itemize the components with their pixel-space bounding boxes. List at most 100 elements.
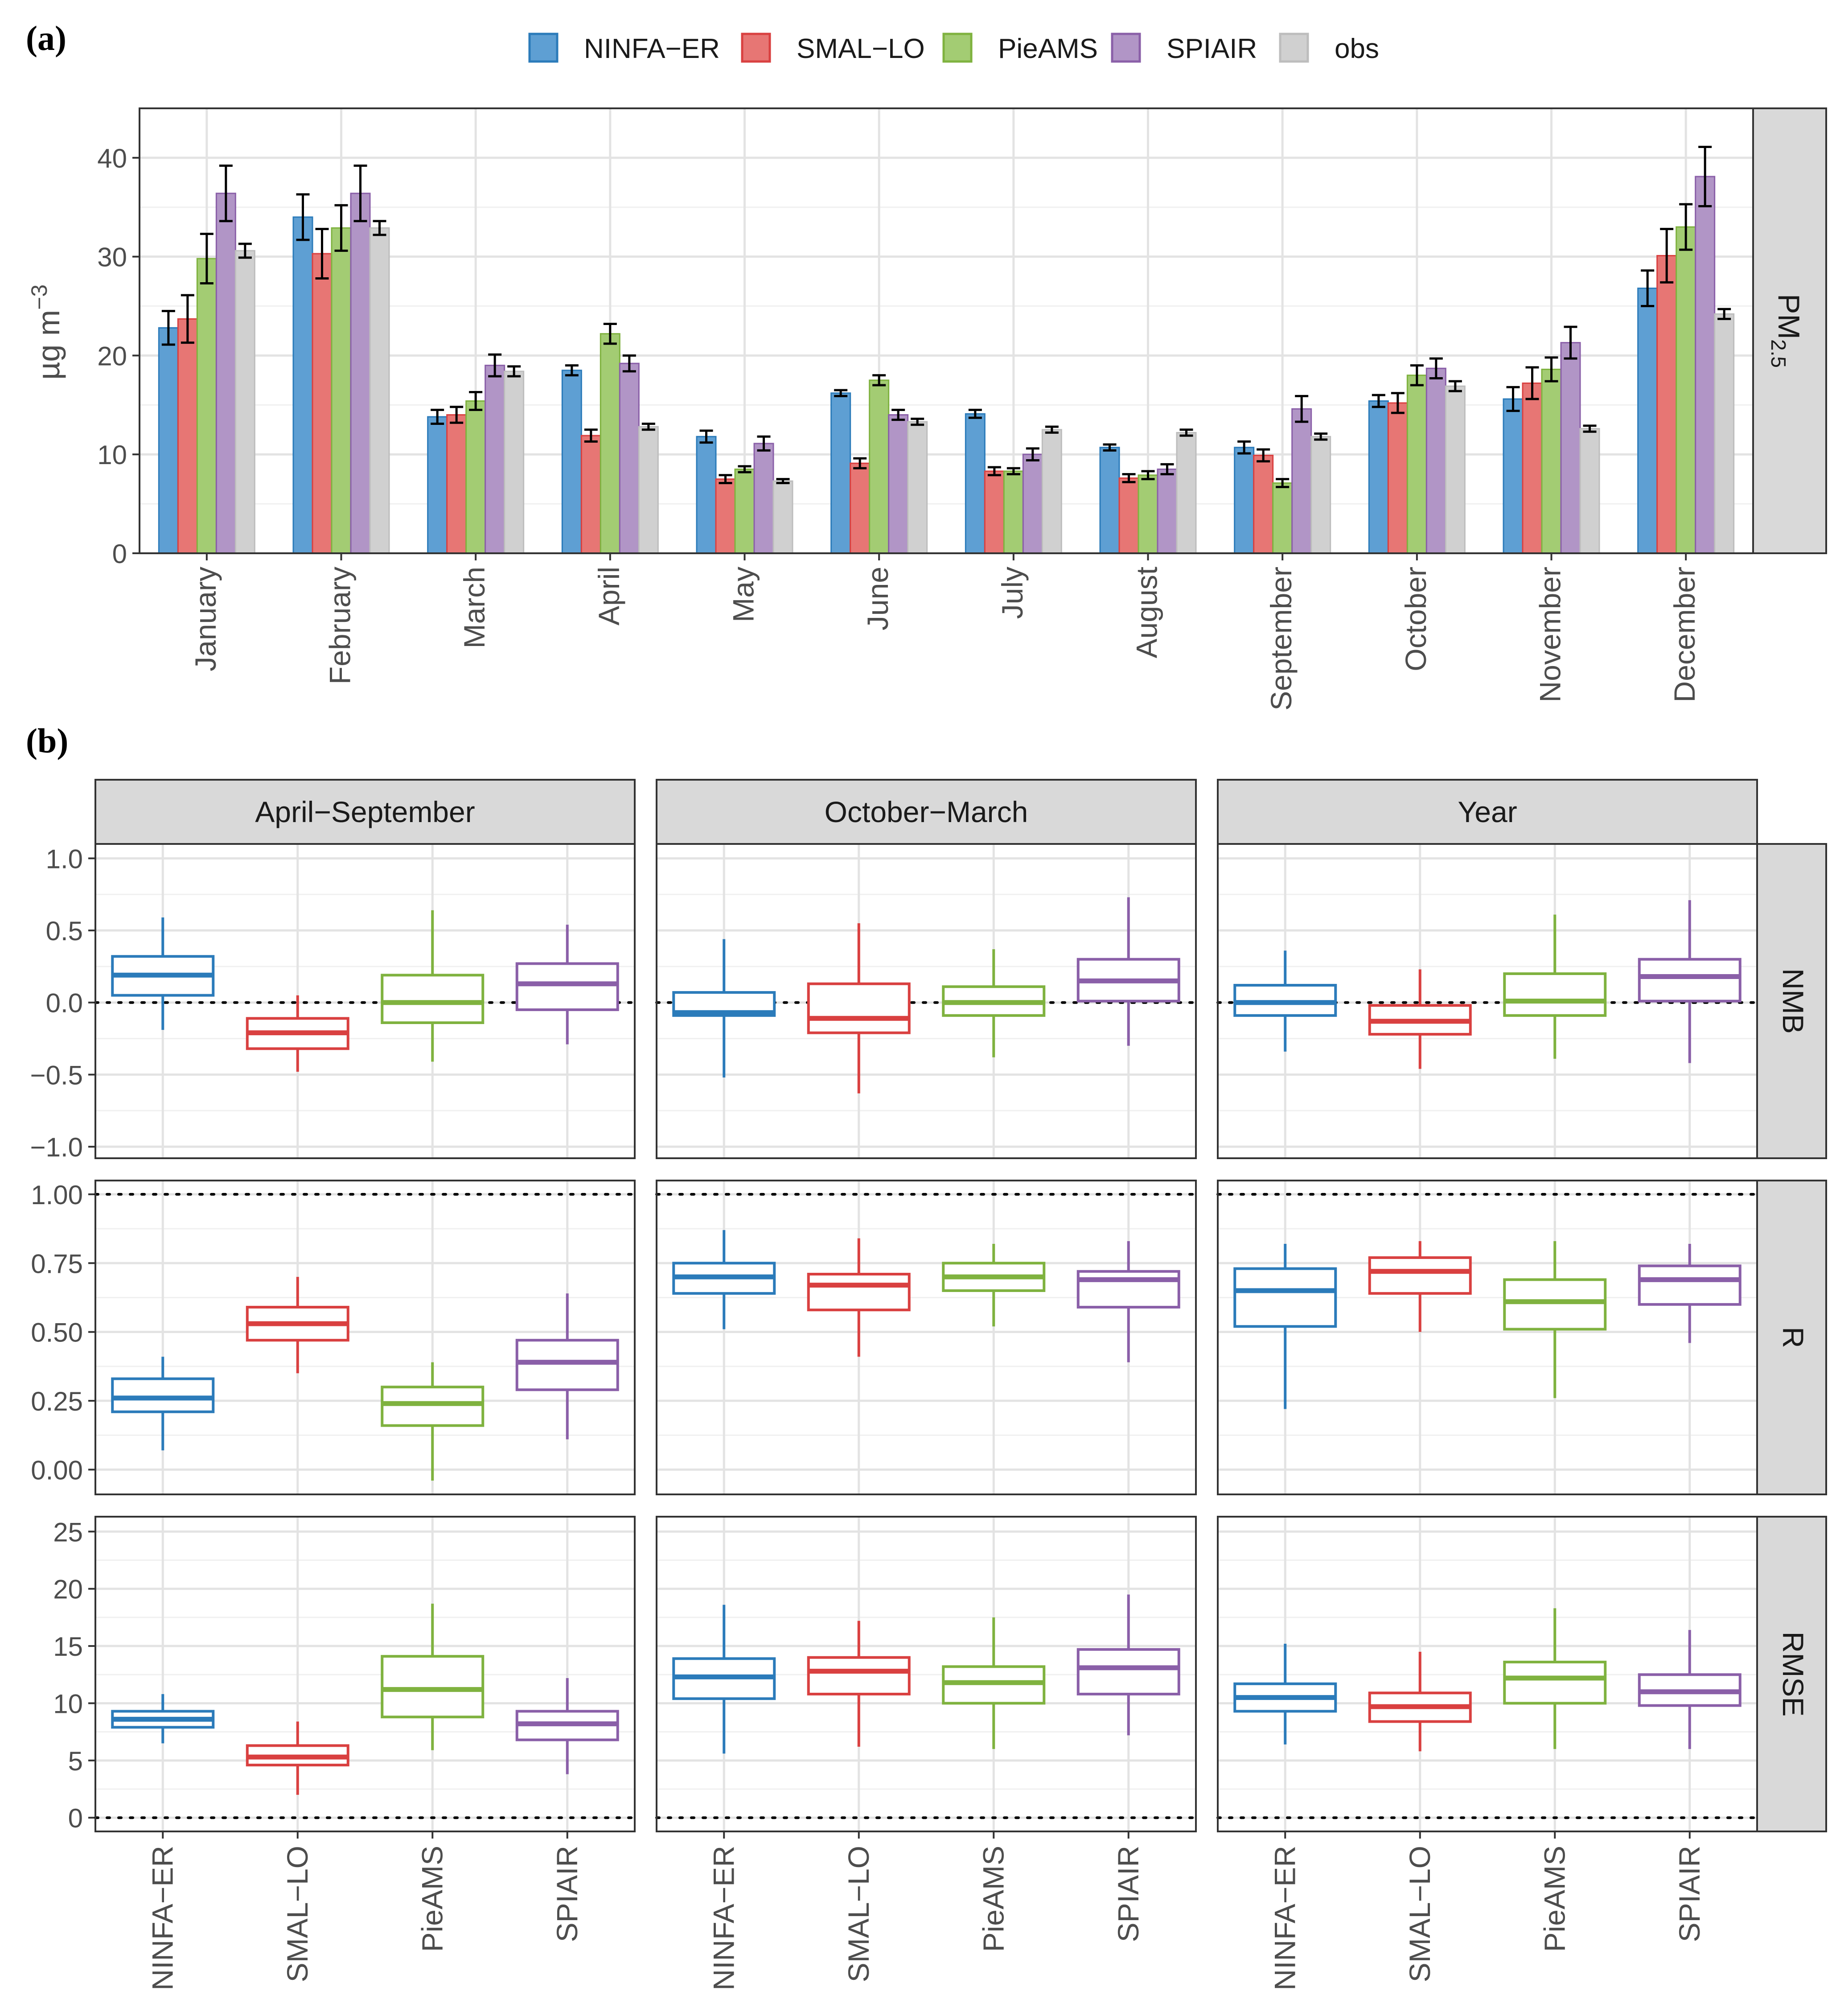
panel-a-facet-label: PM2.5 [1767, 294, 1806, 368]
bar-ninfa-er-september [1234, 447, 1255, 554]
x-tick-label-smal-lo: SMAL−LO [1403, 1846, 1436, 1982]
y-tick-label: 5 [68, 1746, 83, 1776]
error-bar-spiair-february [353, 165, 367, 222]
strip-background [1217, 779, 1758, 845]
box-body [515, 962, 619, 1011]
error-bar-obs-may [776, 478, 790, 485]
y-tick-label: −0.5 [30, 1060, 83, 1090]
bar-ninfa-er-may [696, 436, 717, 554]
error-bar-smal-lo-august [1122, 473, 1136, 483]
bar-smal-lo-july [984, 470, 1005, 554]
bar-obs-may [772, 480, 793, 554]
error-bar-pieams-may [738, 465, 752, 473]
box-pieams-rmse-year [1503, 1608, 1607, 1749]
x-tick-label-spiair: SPIAIR [1673, 1846, 1706, 1942]
error-bar-smal-lo-may [719, 474, 732, 485]
box-body [1638, 1264, 1742, 1306]
bar-ninfa-er-january [158, 327, 179, 554]
bar-pieams-march [465, 400, 486, 554]
x-tick-label-december: December [1668, 567, 1701, 702]
box-smal-lo-nmb-april-september [246, 995, 349, 1072]
box-pieams-r-october-march [942, 1244, 1046, 1327]
error-bar-pieams-march [469, 391, 483, 411]
error-bar-pieams-june [872, 374, 886, 387]
x-tick-label-smal-lo: SMAL−LO [281, 1846, 314, 1982]
x-tick-label-may: May [727, 567, 760, 622]
error-bar-spiair-september [1295, 395, 1309, 423]
strip-background [1756, 843, 1827, 1159]
error-bar-ninfa-er-july [968, 408, 982, 419]
facet-border [94, 1516, 636, 1832]
bar-obs-december [1714, 313, 1735, 554]
box-ninfa-er-nmb-october-march [672, 939, 776, 1078]
strip-label: RMSE [1777, 1632, 1810, 1717]
y-tick-label: 25 [53, 1517, 83, 1547]
error-bar-obs-june [911, 417, 924, 426]
box-smal-lo-rmse-october-march [807, 1621, 911, 1747]
y-tick-label: 1.0 [46, 844, 83, 874]
x-tick-label-august: August [1130, 567, 1163, 658]
error-bar-spiair-july [1026, 447, 1039, 462]
box-smal-lo-r-october-march [807, 1238, 911, 1357]
box-smal-lo-rmse-april-september [246, 1721, 349, 1795]
box-smal-lo-nmb-october-march [807, 923, 911, 1094]
panel-a-y-axis-title: µg m−3 [27, 284, 66, 380]
y-axis-unit-exponent: −3 [27, 284, 52, 310]
facet-nmb-april-september [94, 843, 636, 1159]
error-bar-ninfa-er-february [296, 193, 310, 241]
x-tick-label-march: March [458, 567, 491, 648]
y-tick-label: 0.5 [46, 916, 83, 946]
legend-swatch [1111, 33, 1141, 63]
error-bar-pieams-august [1141, 470, 1155, 481]
legend-swatch [741, 33, 771, 63]
y-tick-label: 30 [97, 243, 127, 272]
x-tick-label-pieams: PieAMS [415, 1846, 448, 1952]
box-body [111, 1377, 215, 1413]
bar-obs-april [638, 426, 659, 554]
bar-obs-october [1445, 385, 1466, 554]
bar-spiair-january [215, 193, 236, 554]
legend-item-smal-lo: SMAL−LO [741, 33, 925, 64]
bar-obs-january [234, 250, 255, 554]
x-tick-label-smal-lo: SMAL−LO [842, 1846, 875, 1982]
y-tick-label: 0 [68, 1803, 83, 1833]
error-bar-ninfa-er-april [565, 364, 579, 377]
error-bar-spiair-november [1564, 325, 1577, 360]
facet-label-subscript: 2.5 [1767, 339, 1790, 368]
y-tick-label: 0.50 [31, 1318, 83, 1348]
error-bar-obs-december [1717, 308, 1731, 320]
strip-background [94, 779, 636, 845]
bar-spiair-september [1291, 408, 1312, 554]
facet-border [1217, 843, 1758, 1159]
facet-r-october-march [655, 1180, 1197, 1495]
error-bar-spiair-august [1160, 463, 1174, 476]
error-bar-pieams-october [1410, 364, 1424, 387]
error-bar-obs-february [373, 220, 386, 236]
y-tick-label: 10 [97, 440, 127, 470]
bar-smal-lo-march [446, 414, 467, 554]
facet-border [656, 1180, 1197, 1495]
error-bar-obs-august [1179, 428, 1193, 437]
panel-b-boxplots: (b) April−September October−March Year NMB −… [26, 721, 1827, 1991]
y-tick-label: −1.0 [30, 1132, 83, 1162]
y-axis-unit: µg m [31, 310, 66, 380]
bar-ninfa-er-august [1099, 447, 1120, 554]
x-tick-label-october: October [1399, 567, 1432, 671]
panel-a-facet-strip [1752, 107, 1827, 554]
panel-b-label: (b) [26, 721, 68, 760]
box-pieams-nmb-october-march [942, 949, 1046, 1057]
bar-spiair-march [485, 365, 505, 554]
legend-swatch [1279, 33, 1309, 63]
error-bar-pieams-september [1276, 478, 1290, 488]
row-strip-nmb: NMB [1756, 843, 1827, 1159]
bar-spiair-august [1157, 468, 1178, 554]
box-body [807, 1656, 911, 1695]
legend-item-ninfa-er: NINFA−ER [528, 33, 720, 64]
error-bar-smal-lo-april [584, 428, 598, 443]
box-smal-lo-nmb-year [1368, 969, 1472, 1069]
bar-smal-lo-june [850, 462, 871, 554]
bar-pieams-november [1541, 368, 1562, 554]
box-ninfa-er-rmse-april-september [111, 1694, 215, 1744]
facet-border [94, 1180, 636, 1495]
